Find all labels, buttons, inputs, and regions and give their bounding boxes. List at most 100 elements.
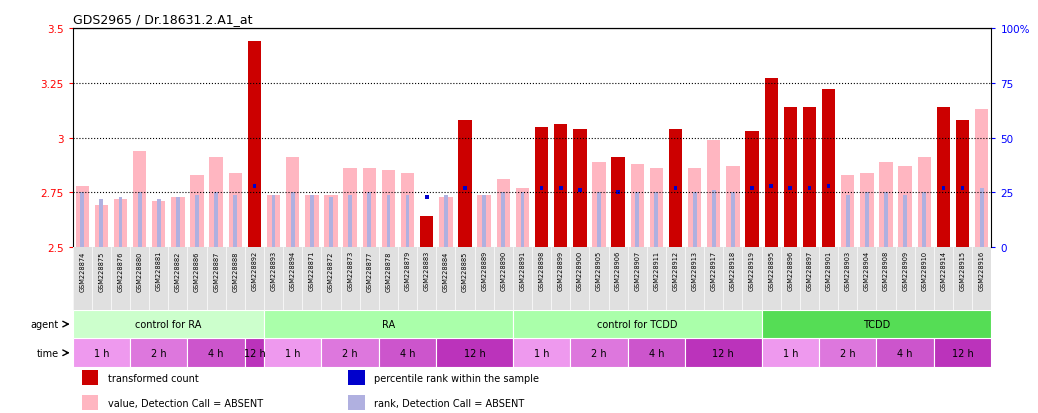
Bar bbox=[573, 129, 586, 247]
Bar bbox=[386, 195, 390, 247]
Bar bbox=[731, 193, 735, 247]
Bar bbox=[597, 193, 601, 247]
Text: GSM228879: GSM228879 bbox=[405, 251, 411, 291]
FancyBboxPatch shape bbox=[82, 395, 99, 410]
Text: GSM228908: GSM228908 bbox=[883, 251, 889, 291]
Text: GSM228876: GSM228876 bbox=[117, 251, 124, 291]
Bar bbox=[635, 193, 639, 247]
Text: GSM228909: GSM228909 bbox=[902, 251, 908, 291]
Bar bbox=[436, 339, 513, 367]
Bar bbox=[272, 195, 275, 247]
Text: GSM228901: GSM228901 bbox=[825, 251, 831, 291]
Bar bbox=[822, 90, 836, 247]
Text: GSM228882: GSM228882 bbox=[175, 251, 181, 291]
Bar bbox=[540, 187, 544, 190]
Bar bbox=[655, 193, 658, 247]
Text: 2 h: 2 h bbox=[840, 348, 855, 358]
Bar bbox=[784, 108, 797, 247]
Bar bbox=[245, 339, 264, 367]
Bar bbox=[765, 79, 777, 247]
Bar bbox=[286, 158, 299, 247]
Bar bbox=[865, 193, 869, 247]
Text: GSM228884: GSM228884 bbox=[443, 251, 448, 291]
Bar bbox=[100, 199, 103, 247]
Bar bbox=[535, 127, 548, 247]
Bar bbox=[762, 310, 991, 339]
Bar bbox=[570, 339, 628, 367]
Text: TCDD: TCDD bbox=[863, 319, 891, 329]
Text: 12 h: 12 h bbox=[952, 348, 974, 358]
Text: GSM228898: GSM228898 bbox=[539, 251, 545, 291]
Bar bbox=[712, 191, 715, 247]
Bar bbox=[76, 186, 89, 247]
Text: GSM228918: GSM228918 bbox=[730, 251, 736, 291]
Bar bbox=[310, 195, 313, 247]
Text: GSM228913: GSM228913 bbox=[691, 251, 698, 290]
Bar bbox=[558, 187, 563, 190]
Bar bbox=[903, 195, 907, 247]
Bar bbox=[980, 188, 984, 247]
Bar bbox=[496, 180, 510, 247]
Bar bbox=[459, 121, 471, 247]
Text: 1 h: 1 h bbox=[285, 348, 300, 358]
Bar bbox=[322, 339, 379, 367]
Text: 4 h: 4 h bbox=[209, 348, 224, 358]
Bar bbox=[130, 339, 188, 367]
Bar bbox=[956, 121, 969, 247]
Text: GSM228897: GSM228897 bbox=[807, 251, 813, 291]
Text: value, Detection Call = ABSENT: value, Detection Call = ABSENT bbox=[108, 398, 263, 408]
Bar bbox=[379, 339, 436, 367]
Bar bbox=[367, 193, 372, 247]
Text: GSM228874: GSM228874 bbox=[79, 251, 85, 291]
Bar bbox=[826, 184, 830, 188]
Text: GSM228892: GSM228892 bbox=[251, 251, 257, 291]
Bar bbox=[157, 199, 161, 247]
Bar bbox=[501, 193, 506, 247]
Bar bbox=[188, 339, 245, 367]
Text: GSM228881: GSM228881 bbox=[156, 251, 162, 291]
Text: GSM228890: GSM228890 bbox=[500, 251, 507, 291]
Bar bbox=[611, 158, 625, 247]
Bar bbox=[668, 129, 682, 247]
Bar bbox=[936, 108, 950, 247]
Bar bbox=[879, 162, 893, 247]
Bar bbox=[899, 166, 911, 247]
Text: GSM228871: GSM228871 bbox=[309, 251, 315, 291]
Text: 4 h: 4 h bbox=[400, 348, 415, 358]
Text: control for TCDD: control for TCDD bbox=[597, 319, 678, 329]
Text: GSM228899: GSM228899 bbox=[557, 251, 564, 291]
Bar bbox=[884, 193, 887, 247]
Bar bbox=[324, 195, 337, 247]
Bar bbox=[578, 189, 581, 192]
Bar bbox=[267, 195, 280, 247]
Bar bbox=[406, 195, 409, 247]
Text: GSM228878: GSM228878 bbox=[385, 251, 391, 291]
Text: GSM228872: GSM228872 bbox=[328, 251, 334, 291]
Bar bbox=[674, 187, 678, 190]
Text: GSM228903: GSM228903 bbox=[845, 251, 851, 291]
Text: GSM228907: GSM228907 bbox=[634, 251, 640, 291]
Bar bbox=[73, 310, 264, 339]
Bar bbox=[692, 193, 696, 247]
Bar bbox=[349, 195, 352, 247]
Text: GSM228904: GSM228904 bbox=[864, 251, 870, 291]
Bar bbox=[727, 166, 740, 247]
Bar bbox=[264, 339, 322, 367]
Text: GSM228895: GSM228895 bbox=[768, 251, 774, 291]
Bar bbox=[808, 187, 812, 190]
Text: GSM228915: GSM228915 bbox=[959, 251, 965, 291]
Bar bbox=[291, 193, 295, 247]
Bar bbox=[769, 184, 773, 188]
Text: 12 h: 12 h bbox=[244, 348, 266, 358]
Bar bbox=[248, 42, 262, 247]
Text: GSM228873: GSM228873 bbox=[347, 251, 353, 291]
Bar bbox=[228, 173, 242, 247]
Bar bbox=[133, 151, 146, 247]
Bar bbox=[707, 140, 720, 247]
Bar bbox=[477, 195, 491, 247]
Bar bbox=[176, 197, 180, 247]
Bar bbox=[593, 162, 605, 247]
Bar bbox=[73, 339, 130, 367]
Text: GSM228886: GSM228886 bbox=[194, 251, 200, 291]
Bar bbox=[329, 197, 333, 247]
